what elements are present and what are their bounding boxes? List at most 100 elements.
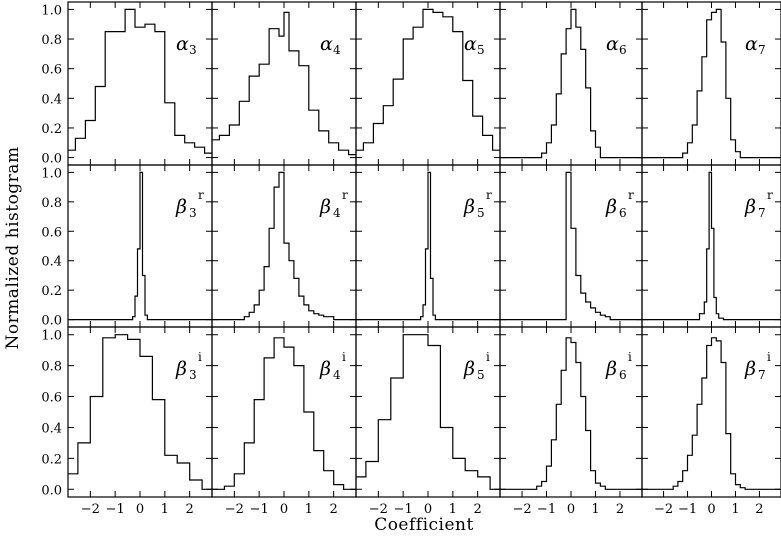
x-axis-label: Coefficient (374, 515, 474, 535)
panel-label: α (464, 33, 477, 55)
panel-r2-c2: β 4r (211, 164, 357, 328)
x-tick-label: 0 (136, 502, 144, 517)
histogram-series (356, 171, 500, 321)
x-tick-label: 2 (186, 502, 194, 517)
y-tick-labels: 0.00.20.40.60.81.00.00.20.40.60.81.00.00… (41, 3, 62, 498)
y-axis-label: Normalized histogram (3, 146, 23, 349)
histogram-series (68, 334, 212, 490)
x-tick-label: 0 (424, 502, 432, 517)
panel-label-superscript: r (198, 188, 204, 202)
x-tick-label: −2 (225, 502, 244, 517)
histogram-series (356, 334, 500, 490)
panel-label: α (176, 33, 189, 55)
panel-frame (355, 326, 501, 498)
panel-label-subscript: 3 (189, 368, 197, 382)
panel-label-subscript: 6 (619, 206, 627, 220)
panel-label: β (463, 358, 475, 380)
panel-label: β (605, 196, 617, 218)
panel-label: β (605, 358, 617, 380)
panel-label: β (463, 196, 475, 218)
panel-frame (355, 1, 501, 166)
panel-label-superscript: r (342, 188, 348, 202)
panel-label-subscript: 4 (333, 206, 341, 220)
panel-label: β (744, 358, 756, 380)
y-tick-label: 0.2 (41, 452, 62, 467)
histogram-series (642, 8, 781, 159)
y-tick-label: 0.4 (41, 255, 62, 270)
panel-label: β (319, 196, 331, 218)
y-tick-label: 0.0 (41, 483, 62, 498)
x-tick-label: −1 (106, 502, 125, 517)
y-tick-label: 0.0 (41, 314, 62, 329)
panel-label-superscript: r (486, 188, 492, 202)
panel-label-subscript: 5 (477, 206, 485, 220)
y-tick-label: 0.6 (41, 225, 62, 240)
histogram-series (68, 8, 212, 154)
x-tick-label: −1 (678, 502, 697, 517)
x-tick-label: −2 (654, 502, 673, 517)
panel-r2-c3: β 5r (355, 164, 501, 328)
panel-r2-c1: β 3r (67, 164, 213, 328)
x-tick-label: 0 (567, 502, 575, 517)
panel-label-superscript: r (628, 188, 634, 202)
panel-frame (641, 326, 781, 498)
x-tick-label: 0 (707, 502, 715, 517)
panel-r2-c4: β 6r (499, 164, 643, 328)
panel-label: β (175, 358, 187, 380)
x-tick-label: 2 (616, 502, 624, 517)
y-tick-label: 0.4 (41, 92, 62, 107)
panel-frame (499, 326, 643, 498)
x-tick-label: 1 (449, 502, 457, 517)
y-tick-label: 0.0 (41, 152, 62, 167)
panel-label-subscript: 7 (758, 206, 766, 220)
panel-label-superscript: i (342, 350, 346, 364)
panel-r3-c3: β 5i (355, 326, 501, 498)
panel-frame (67, 1, 213, 166)
x-tick-label: 1 (731, 502, 739, 517)
panel-label-superscript: i (486, 350, 490, 364)
panel-label-superscript: r (767, 188, 773, 202)
histogram-series (500, 337, 642, 490)
histogram-series (212, 337, 356, 490)
y-tick-label: 1.0 (41, 3, 62, 18)
y-tick-label: 0.2 (41, 284, 62, 299)
y-tick-label: 0.8 (41, 196, 62, 211)
panel-r3-c4: β 6i (499, 326, 643, 498)
x-tick-label: 2 (330, 502, 338, 517)
histogram-series (500, 8, 642, 159)
x-tick-label: 1 (161, 502, 169, 517)
panel-label: α (320, 33, 333, 55)
y-tick-label: 0.6 (41, 63, 62, 78)
panel-label: β (175, 196, 187, 218)
histogram-series (642, 171, 781, 321)
panel-r3-c1: β 3i (67, 326, 213, 498)
panel-label-subscript: 5 (477, 43, 485, 57)
panel-label: β (744, 196, 756, 218)
x-tick-label: 2 (474, 502, 482, 517)
panel-label-subscript: 5 (477, 368, 485, 382)
panel-r2-c5: β 7r (641, 164, 781, 328)
x-tick-label: 2 (755, 502, 763, 517)
panel-label-subscript: 3 (189, 43, 197, 57)
x-tick-label: −2 (81, 502, 100, 517)
x-tick-label: −1 (394, 502, 413, 517)
x-tick-label: 1 (305, 502, 313, 517)
y-tick-label: 0.2 (41, 122, 62, 137)
panel-label: β (319, 358, 331, 380)
y-tick-label: 1.0 (41, 329, 62, 344)
panel-frame (211, 326, 357, 498)
y-tick-label: 0.6 (41, 391, 62, 406)
panel-r3-c5: β 7i (641, 326, 781, 498)
x-tick-label: −2 (369, 502, 388, 517)
panel-label-subscript: 4 (333, 43, 341, 57)
panel-label-subscript: 6 (619, 368, 627, 382)
panel-label-subscript: 6 (619, 43, 627, 57)
y-tick-label: 0.4 (41, 421, 62, 436)
histogram-series (212, 171, 356, 321)
panel-label-subscript: 3 (189, 206, 197, 220)
